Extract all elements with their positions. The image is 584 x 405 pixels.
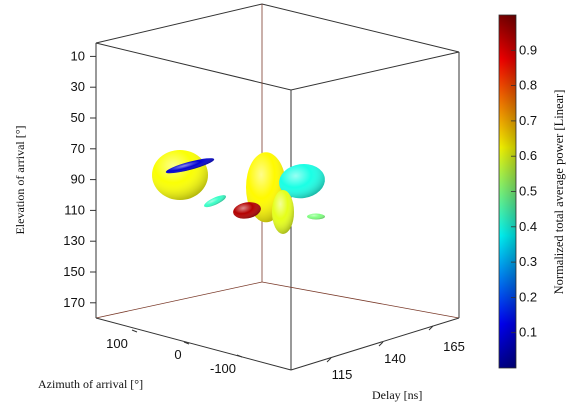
colorbar-label: Normalized total average power [Linear] [552, 90, 566, 295]
cluster-4 [279, 164, 325, 199]
elevation-tick-label: 90 [71, 172, 85, 187]
cluster-1 [152, 149, 208, 200]
colorbar-tick-label: 0.1 [519, 325, 537, 340]
colorbar-tick-label: 0.3 [519, 254, 537, 269]
elevation-tick-label: 70 [71, 141, 85, 156]
elevation-tick-label: 150 [63, 264, 85, 279]
azimuth-tick-0: 0 [174, 347, 181, 362]
elevation-tick-label: 50 [71, 110, 85, 125]
colorbar-tick-label: 0.4 [519, 219, 537, 234]
elevation-tick-label: 10 [71, 48, 85, 63]
colorbar-ticks: 0.1 0.2 0.3 0.4 0.5 0.6 0.7 0.8 0.9 [511, 42, 537, 340]
cluster-8 [307, 213, 325, 220]
cluster-group [152, 149, 325, 234]
azimuth-tick-minus-100: -100 [210, 361, 236, 376]
cluster-7 [233, 202, 261, 219]
colorbar-tick-label: 0.6 [519, 148, 537, 163]
colorbar-tick-label: 0.5 [519, 184, 537, 199]
colorbar-tick-label: 0.2 [519, 289, 537, 304]
elevation-tick-label: 30 [71, 79, 85, 94]
delay-axis-label: Delay [ns] [372, 388, 422, 402]
delay-tick-115: 115 [332, 367, 353, 382]
elevation-tick-label: 170 [63, 295, 85, 310]
azimuth-axis-label: Azimuth of arrival [°] [38, 377, 143, 391]
delay-axis: 115 140 165 [326, 325, 465, 382]
colorbar-tick-label: 0.7 [519, 113, 537, 128]
elevation-axis: 10 30 50 70 90 110 130 150 170 [63, 48, 96, 310]
cluster-2 [165, 158, 215, 174]
delay-tick-165: 165 [443, 339, 465, 354]
axes-box [95, 3, 460, 371]
azimuth-axis: 100 0 -100 [106, 329, 243, 376]
elevation-tick-label: 110 [64, 202, 85, 217]
delay-tick-140: 140 [384, 351, 406, 366]
elevation-axis-label: Elevation of arrival [°] [13, 125, 27, 234]
cluster-6 [272, 189, 294, 234]
colorbar: 0.1 0.2 0.3 0.4 0.5 0.6 0.7 0.8 0.9 Normalized t… [498, 14, 566, 369]
colorbar-tick-label: 0.8 [519, 78, 537, 93]
cluster-5 [204, 195, 226, 208]
azimuth-tick-100: 100 [106, 336, 128, 351]
elevation-tick-label: 130 [63, 233, 85, 248]
colorbar-tick-label: 0.9 [519, 42, 537, 57]
